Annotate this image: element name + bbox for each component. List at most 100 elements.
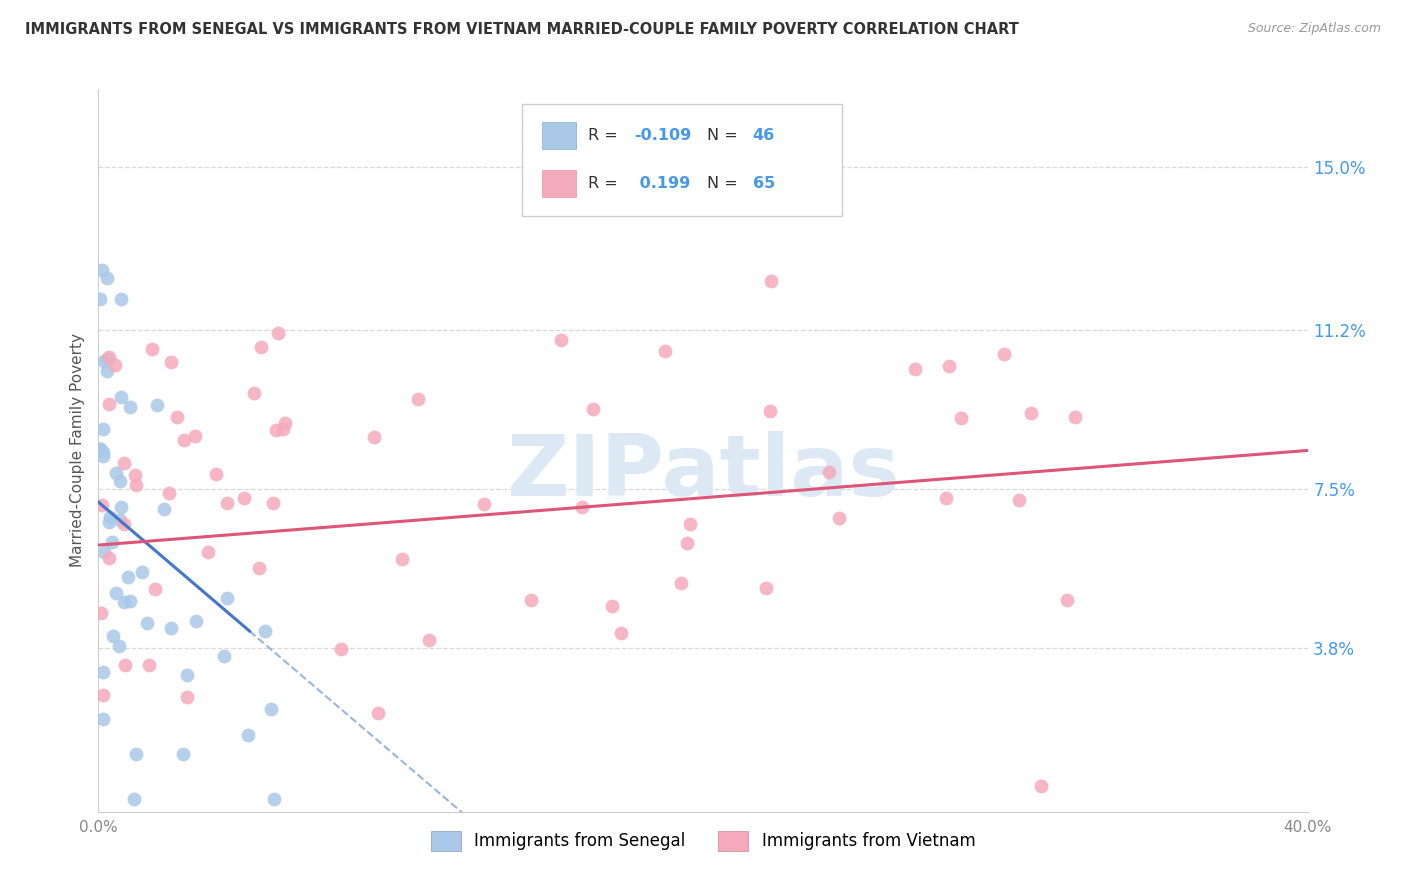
Point <box>273 416 295 430</box>
Text: 46: 46 <box>752 128 775 143</box>
Point <box>176 690 198 704</box>
Point <box>91 262 114 277</box>
Point <box>173 433 195 447</box>
Point <box>108 639 131 653</box>
Point <box>197 545 219 559</box>
Point <box>98 510 121 524</box>
Point <box>124 468 146 483</box>
Point <box>176 667 198 681</box>
Point <box>98 351 121 365</box>
Point <box>131 565 153 579</box>
Point <box>110 500 132 514</box>
Point <box>153 501 176 516</box>
Point <box>90 498 112 512</box>
Text: ZIPatlas: ZIPatlas <box>506 431 900 514</box>
Point <box>938 359 960 373</box>
Point <box>367 706 389 720</box>
Point <box>215 496 238 510</box>
Point <box>610 626 633 640</box>
Point <box>112 595 135 609</box>
FancyBboxPatch shape <box>522 103 842 216</box>
Point <box>91 665 114 680</box>
Point <box>676 535 699 549</box>
Point <box>1063 409 1085 424</box>
Point <box>91 422 114 436</box>
Point <box>827 511 849 525</box>
Point <box>217 591 239 606</box>
Point <box>89 442 111 456</box>
Point <box>125 477 148 491</box>
Point <box>96 270 118 285</box>
Point <box>600 599 623 613</box>
Point <box>520 592 543 607</box>
Point <box>669 576 692 591</box>
Point <box>105 466 128 480</box>
Point <box>166 409 188 424</box>
Point <box>90 606 112 620</box>
Point <box>96 351 118 366</box>
Text: R =: R = <box>588 128 623 143</box>
Point <box>160 621 183 635</box>
Point <box>1029 779 1052 793</box>
Point <box>935 491 957 505</box>
Point <box>91 445 114 459</box>
Point <box>260 701 283 715</box>
Point <box>98 516 121 530</box>
Bar <box>543 170 576 197</box>
Point <box>679 517 702 532</box>
Point <box>112 456 135 470</box>
Text: Source: ZipAtlas.com: Source: ZipAtlas.com <box>1247 22 1381 36</box>
Point <box>654 343 676 358</box>
Point <box>89 442 111 456</box>
Point <box>91 449 114 463</box>
Point <box>1021 406 1043 420</box>
Point <box>184 429 207 443</box>
Point <box>236 728 259 742</box>
Point <box>758 404 780 418</box>
Point <box>418 632 440 647</box>
Text: -0.109: -0.109 <box>634 128 692 143</box>
Point <box>159 355 181 369</box>
Point <box>950 411 973 425</box>
Bar <box>543 122 576 149</box>
Text: N =: N = <box>707 128 742 143</box>
Point <box>581 401 603 416</box>
Point <box>91 712 114 726</box>
Point <box>406 392 429 406</box>
Point <box>266 326 288 340</box>
Point <box>391 551 413 566</box>
Text: 65: 65 <box>752 177 775 191</box>
Point <box>98 397 121 411</box>
Point <box>120 400 142 414</box>
Point <box>184 614 207 628</box>
Point <box>93 688 115 702</box>
Point <box>93 354 115 368</box>
Point <box>1056 593 1078 607</box>
Point <box>249 561 271 575</box>
Point <box>143 582 166 597</box>
Y-axis label: Married-Couple Family Poverty: Married-Couple Family Poverty <box>69 334 84 567</box>
Point <box>118 594 141 608</box>
Point <box>108 475 131 489</box>
Point <box>97 551 120 566</box>
Point <box>110 390 132 404</box>
Point <box>96 364 118 378</box>
Point <box>110 292 132 306</box>
Point <box>138 657 160 672</box>
Point <box>212 648 235 663</box>
Point <box>232 491 254 506</box>
Point <box>117 570 139 584</box>
Point <box>904 361 927 376</box>
Point <box>104 358 127 372</box>
Point <box>263 792 285 806</box>
Point <box>157 486 180 500</box>
Point <box>172 747 194 762</box>
Point <box>104 585 127 599</box>
Point <box>101 534 124 549</box>
Text: IMMIGRANTS FROM SENEGAL VS IMMIGRANTS FROM VIETNAM MARRIED-COUPLE FAMILY POVERTY: IMMIGRANTS FROM SENEGAL VS IMMIGRANTS FR… <box>25 22 1019 37</box>
Point <box>93 544 115 558</box>
Point <box>114 658 136 673</box>
Legend: Immigrants from Senegal, Immigrants from Vietnam: Immigrants from Senegal, Immigrants from… <box>423 824 983 857</box>
Point <box>1008 493 1031 508</box>
Text: 0.199: 0.199 <box>634 177 690 191</box>
